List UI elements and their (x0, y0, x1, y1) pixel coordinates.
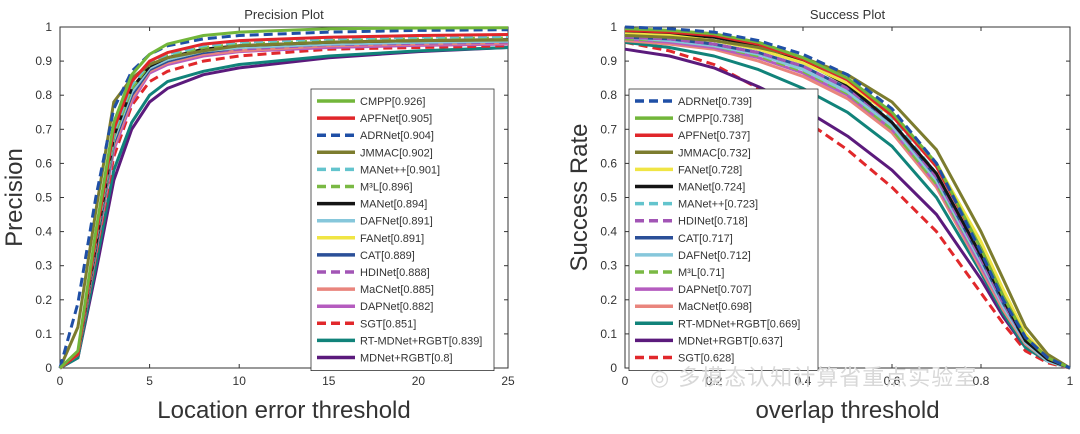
y-tick-label: 0.8 (600, 88, 617, 102)
x-tick-label: 5 (146, 374, 153, 388)
legend-label: DAPNet[0.882] (360, 301, 433, 313)
legend: CMPP[0.926] APFNet[0.905] ADRNet[0.904] JMM… (310, 88, 495, 372)
y-tick-label: 0.1 (35, 327, 52, 341)
y-tick-label: 0.9 (35, 54, 52, 68)
y-tick-label: 1 (610, 20, 617, 34)
series-line (59, 46, 509, 370)
y-tick-label: 0.3 (35, 259, 52, 273)
legend-label: HDINet[0.888] (360, 267, 430, 279)
series-line (624, 30, 1071, 370)
y-tick-label: 0.9 (600, 54, 617, 68)
watermark-text: 多模态认知计算省重点实验室 (678, 366, 978, 391)
legend-label: CMPP[0.738] (678, 113, 743, 125)
x-tick-label: 0.2 (706, 374, 723, 388)
x-tick-label: 0 (57, 374, 64, 388)
x-tick-label: 1 (1067, 374, 1074, 388)
y-tick-label: 0.5 (600, 191, 617, 205)
y-tick-label: 0.1 (600, 327, 617, 341)
y-tick-label: 0.4 (600, 225, 617, 239)
series-line (624, 40, 1071, 370)
chart-title: Precision Plot (244, 7, 324, 22)
y-tick-label: 0.6 (600, 156, 617, 170)
legend-label: SGT[0.628] (678, 353, 734, 365)
legend-label: DAPNet[0.707] (678, 284, 751, 296)
series-lines (624, 25, 1071, 370)
legend-label: MANet[0.724] (678, 182, 745, 194)
y-tick-label: 0.4 (35, 225, 52, 239)
legend-label: MaCNet[0.885] (360, 284, 434, 296)
y-tick-label: 0.8 (35, 88, 52, 102)
legend-label: MANet++[0.723] (678, 199, 758, 211)
y-tick-label: 0.7 (35, 122, 52, 136)
legend-label: JMMAC[0.902] (360, 147, 433, 159)
legend-label: APFNet[0.905] (360, 113, 432, 125)
y-tick-label: 0.3 (600, 259, 617, 273)
y-axis-label: Success Rate (566, 123, 593, 271)
y-tick-label: 0 (610, 361, 617, 375)
legend-label: CMPP[0.926] (360, 96, 425, 108)
legend: ADRNet[0.739] CMPP[0.738] APFNet[0.737] JMM… (628, 88, 819, 372)
legend-label: DAFNet[0.891] (360, 216, 433, 228)
x-tick-label: 15 (322, 374, 336, 388)
x-tick-label: 10 (233, 374, 247, 388)
legend-label: SGT[0.851] (360, 318, 416, 330)
legend-label: FANet[0.891] (360, 233, 424, 245)
y-tick-label: 0.7 (600, 122, 617, 136)
series-line (624, 34, 1071, 370)
legend-label: DAFNet[0.712] (678, 250, 751, 262)
y-tick-label: 0.2 (600, 293, 617, 307)
legend-label: CAT[0.717] (678, 233, 733, 245)
y-tick-label: 1 (45, 20, 52, 34)
y-tick-label: 0.2 (35, 293, 52, 307)
watermark: ◎ 多模态认知计算省重点实验室 (650, 360, 977, 392)
wechat-icon: ◎ (650, 366, 671, 391)
legend-label: MANet[0.894] (360, 199, 427, 211)
y-axis-label: Precision (1, 148, 28, 247)
legend-label: RT-MDNet+RGBT[0.839] (360, 335, 482, 347)
legend-label: MANet++[0.901] (360, 164, 440, 176)
x-tick-label: 0.4 (795, 374, 812, 388)
legend-label: ADRNet[0.739] (678, 96, 752, 108)
x-tick-label: 0.8 (973, 374, 990, 388)
legend-label: M³L[0.71] (678, 267, 724, 279)
series-line (58, 26, 509, 370)
chart-precision: Precision Plot 0 5 10 15 20 25 0 0.1 0.2 0.3 0.4 0.5… (1, 7, 515, 424)
x-tick-label: 0.6 (884, 374, 901, 388)
series-lines (58, 26, 509, 370)
legend-label: RT-MDNet+RGBT[0.669] (678, 318, 800, 330)
legend-label: JMMAC[0.732] (678, 147, 751, 159)
series-line (58, 38, 509, 369)
series-line (624, 40, 1071, 370)
x-tick-label: 25 (501, 374, 515, 388)
y-tick-label: 0.5 (35, 191, 52, 205)
series-line (624, 25, 1071, 370)
x-axis-label: overlap threshold (755, 397, 939, 424)
legend-label: MDNet+RGBT[0.8] (360, 353, 453, 365)
legend-label: MaCNet[0.698] (678, 301, 752, 313)
legend-label: FANet[0.728] (678, 164, 742, 176)
y-tick-label: 0 (45, 361, 52, 375)
legend-label: APFNet[0.737] (678, 130, 750, 142)
legend-label: HDINet[0.718] (678, 216, 748, 228)
legend-box (310, 88, 495, 372)
chart-success: Success Plot 0 0.2 0.4 0.6 0.8 1 0 0.1 0.2 0.3 0.4 0… (566, 7, 1074, 424)
y-tick-label: 0.6 (35, 156, 52, 170)
legend-label: M³L[0.896] (360, 182, 413, 194)
chart-title: Success Plot (810, 7, 886, 22)
legend-label: CAT[0.889] (360, 250, 415, 262)
legend-label: MDNet+RGBT[0.637] (678, 335, 783, 347)
x-axis-label: Location error threshold (157, 397, 410, 424)
x-tick-label: 0 (622, 374, 629, 388)
legend-label: ADRNet[0.904] (360, 130, 434, 142)
x-tick-label: 20 (412, 374, 426, 388)
